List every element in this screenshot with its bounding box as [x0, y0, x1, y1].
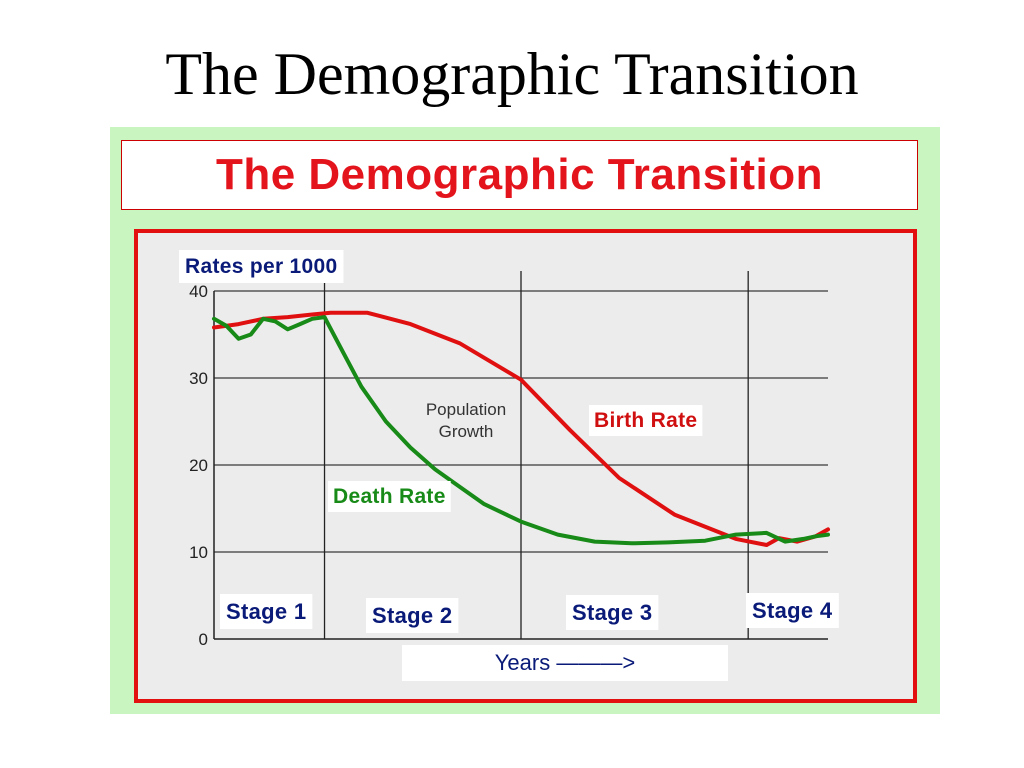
y-tick-label-40: 40: [189, 282, 208, 301]
series-line-death-rate: [212, 315, 830, 546]
stage-label-4: Stage 4: [752, 598, 833, 623]
death-rate-label-bg: [328, 481, 451, 512]
annotation-line-2: Growth: [439, 422, 494, 441]
death-rate-label: Death Rate: [333, 485, 446, 508]
demographic-chart: 40 30 20 10 0 Rates per 1000 Birth Rate Death R…: [179, 250, 839, 681]
population-growth-annotation: Population Growth: [426, 400, 506, 441]
y-tick-label-10: 10: [189, 543, 208, 562]
birth-rate-label-bg: [589, 405, 703, 436]
y-tick-label-30: 30: [189, 369, 208, 388]
annotation-line-1: Population: [426, 400, 506, 419]
stage-label-4-bg: [746, 593, 839, 628]
birth-rate-label: Birth Rate: [594, 409, 697, 432]
stage-label-2-bg: [366, 598, 459, 633]
chart-frame: 40 30 20 10 0 Rates per 1000 Birth Rate Death R…: [134, 229, 917, 703]
stage-label-3-bg: [566, 595, 659, 630]
chart-title-banner: The Demographic Transition: [121, 140, 918, 210]
stage-label-1-bg: [220, 594, 313, 629]
x-axis-label: Years ———>: [495, 650, 635, 675]
stage-label-1: Stage 1: [226, 599, 306, 624]
y-tick-label-20: 20: [189, 456, 208, 475]
y-axis-label-bg: [179, 250, 344, 283]
x-axis-label-bg: [402, 645, 728, 681]
slide-title: The Demographic Transition: [165, 41, 859, 107]
y-tick-label-0: 0: [199, 630, 208, 649]
stage-label-2: Stage 2: [372, 603, 452, 628]
stage-label-3: Stage 3: [572, 600, 652, 625]
y-axis-label: Rates per 1000: [185, 255, 337, 278]
